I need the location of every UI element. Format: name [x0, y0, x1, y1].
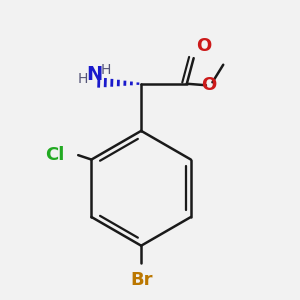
Text: Br: Br	[130, 271, 152, 289]
Text: H: H	[101, 63, 111, 77]
Text: H: H	[78, 72, 88, 86]
Text: O: O	[196, 37, 212, 55]
Text: N: N	[86, 65, 102, 84]
Text: O: O	[201, 76, 217, 94]
Text: Cl: Cl	[46, 146, 65, 164]
